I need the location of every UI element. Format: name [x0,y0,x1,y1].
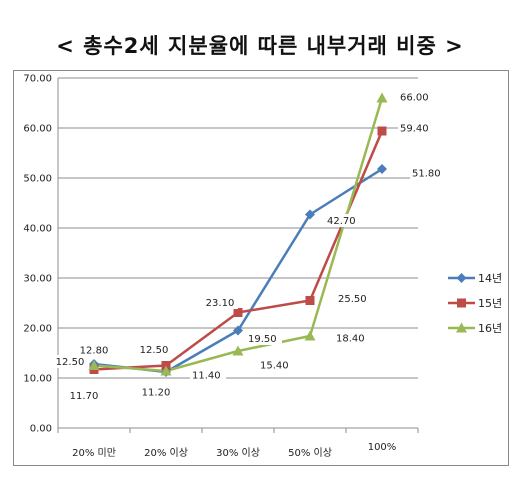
data-labels: 12.80 11.20 19.50 42.70 51.80 11.70 12.50 23.10… [52,90,446,402]
legend: 14년 15년 16년 [448,272,502,335]
y-tick-label: 60.00 [23,124,52,135]
data-label: 15.40 [260,361,289,372]
data-label: 19.50 [248,334,277,345]
marker-diamond [377,164,387,174]
data-label: 42.70 [327,216,356,227]
data-label-bg [52,355,88,368]
x-category-labels: 20% 미만 20% 이상 30% 이상 50% 이상 100% [72,442,396,459]
data-label: 11.20 [142,388,171,399]
y-tick-label: 40.00 [23,224,52,235]
marker-triangle [160,365,172,376]
data-label: 59.40 [400,124,429,135]
y-tick-label: 50.00 [23,174,52,185]
data-label: 12.50 [140,345,169,356]
legend-marker [457,298,466,308]
data-label: 12.80 [80,346,109,357]
data-label-bg [136,343,172,356]
legend-label: 14년 [478,272,502,285]
marker-triangle [376,92,388,103]
gridlines [58,77,418,379]
legend-marker [456,322,467,333]
data-label-bg [76,343,112,357]
marker-triangle [88,360,100,370]
data-label: 18.40 [336,334,365,345]
marker-triangle [232,345,244,356]
marker-diamond [233,325,243,336]
data-label-bg [334,331,370,345]
y-tick-label: 30.00 [23,274,52,285]
chart-frame [13,70,509,466]
data-label: 25.50 [338,294,367,305]
data-label-bg [336,292,372,305]
data-label-bg [138,385,174,399]
data-label-bg [190,368,226,382]
chart-title: < 총수2세 지분율에 따른 내부거래 비중 > [56,34,464,58]
axes [57,78,419,433]
series-markers [88,92,388,377]
data-label-bg [66,389,102,402]
marker-diamond [305,209,315,220]
data-label-bg [398,90,434,104]
data-label-bg [258,358,294,372]
y-tick-label: 10.00 [23,374,52,385]
y-tick-label: 0.00 [30,424,52,435]
x-category-label: 30% 이상 [216,447,260,459]
data-label: 12.50 [56,357,85,368]
data-label: 11.70 [70,391,99,402]
data-label-bg [398,121,434,135]
marker-square [233,308,243,317]
legend-label: 16년 [478,322,502,335]
data-label: 51.80 [412,169,441,180]
y-tick-label: 70.00 [23,74,52,85]
y-tick-labels: 0.00 10.00 20.00 30.00 40.00 50.00 60.00 70.00 [23,74,52,435]
marker-triangle [304,330,316,341]
legend-marker [456,273,467,283]
x-category-label: 100% [368,442,397,453]
marker-square [377,126,387,136]
data-label-bg [325,214,361,227]
data-label-bg [202,296,238,309]
x-category-label: 20% 이상 [144,447,188,459]
x-category-label: 20% 미만 [72,447,116,459]
data-label-bg [410,166,446,180]
y-tick-label: 20.00 [23,324,52,335]
data-label-bg [246,332,282,345]
marker-square [305,296,315,305]
x-category-label: 50% 이상 [288,447,332,459]
legend-label: 15년 [478,297,502,310]
data-label: 66.00 [400,93,429,104]
data-label: 11.40 [192,371,221,382]
data-label: 23.10 [206,298,235,309]
